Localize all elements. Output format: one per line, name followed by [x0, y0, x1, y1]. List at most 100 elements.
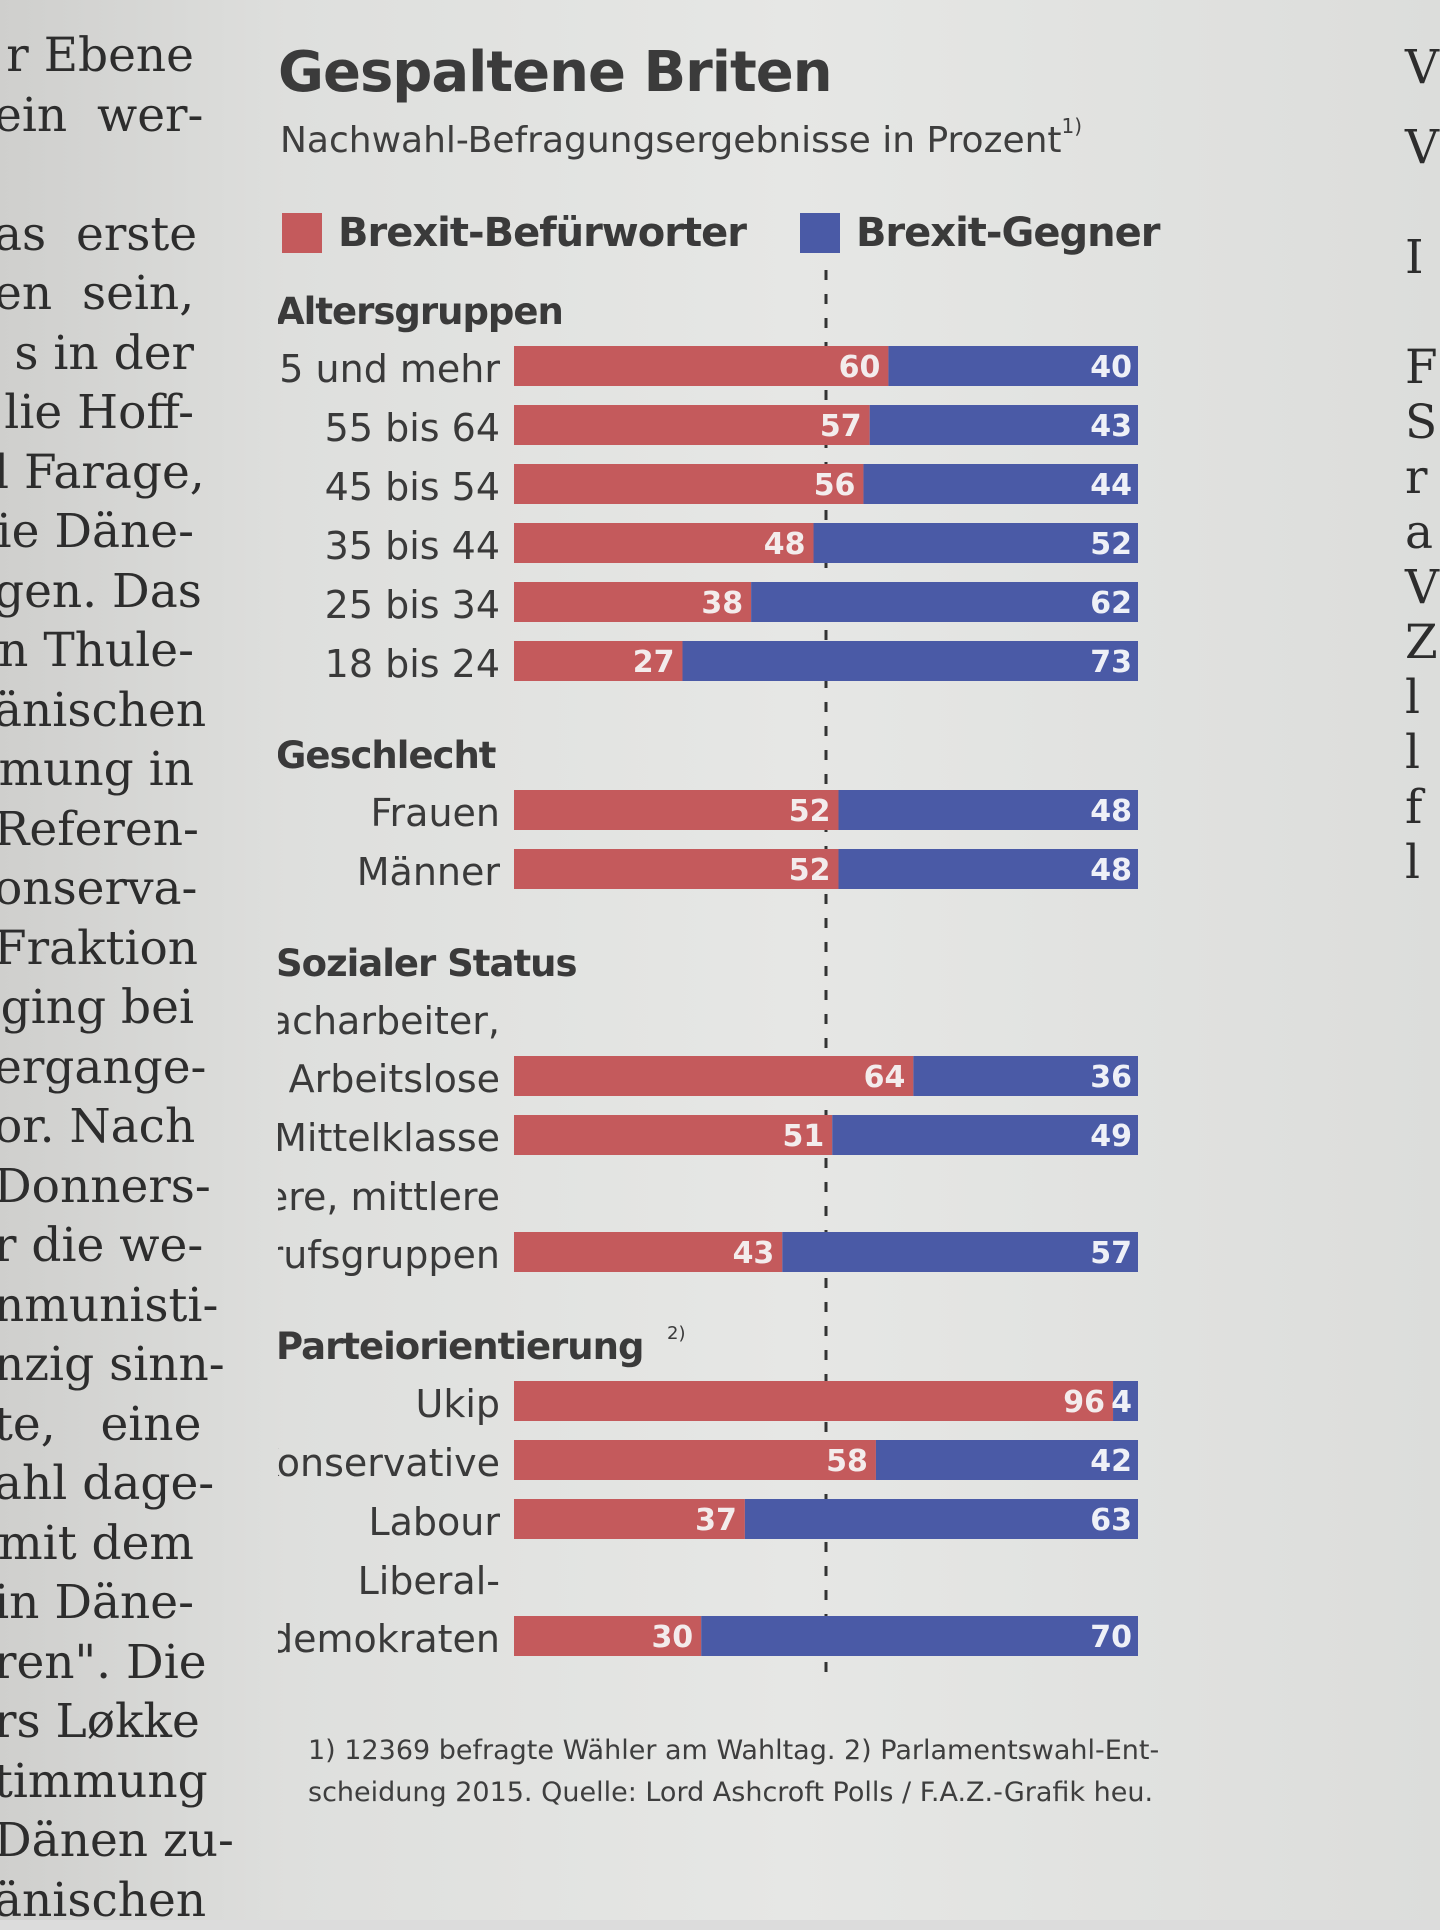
left-column-line: r Ebene: [0, 26, 194, 86]
value-label-gegner: 73: [1090, 645, 1132, 680]
row-label: Arbeiter, Facharbeiter,: [278, 999, 500, 1043]
right-column-line: S: [1405, 395, 1437, 450]
row-label: 45 bis 54: [325, 465, 500, 509]
value-label-gegner: 49: [1090, 1119, 1132, 1154]
left-column-line: te, eine: [0, 1395, 194, 1455]
left-column-line: ie Däne-: [0, 502, 194, 562]
value-label-gegner: 57: [1090, 1236, 1132, 1271]
left-column-line: s in der: [0, 324, 194, 384]
left-column-line: l Farage,: [0, 443, 194, 503]
left-column-line: Referen-: [0, 800, 194, 860]
group-header: Sozialer Status: [278, 942, 577, 985]
right-column-line: l: [1405, 725, 1420, 780]
value-label-gegner: 42: [1090, 1444, 1132, 1479]
value-label-gegner: 43: [1090, 409, 1132, 444]
left-column-line: en sein,: [0, 264, 194, 324]
value-label-gegner: 62: [1090, 586, 1132, 621]
row-label: 35 bis 44: [325, 524, 500, 568]
value-label-gegner: 70: [1090, 1620, 1132, 1655]
value-label-gegner: 4: [1111, 1385, 1132, 1420]
right-column-line: F: [1405, 340, 1438, 395]
left-column-line: as erste: [0, 205, 194, 265]
value-label-befuerworter: 27: [633, 645, 675, 680]
right-column-line: f: [1405, 780, 1422, 835]
bar-gegner: [782, 1232, 1138, 1272]
value-label-gegner: 63: [1090, 1503, 1132, 1538]
bar-befuerworter: [514, 346, 888, 386]
value-label-befuerworter: 43: [733, 1236, 775, 1271]
value-label-befuerworter: 48: [764, 527, 806, 562]
left-column-line: Dänen zu-: [0, 1811, 194, 1871]
chart-graphic: Gespaltene Briten Nachwahl-Befragungserg…: [278, 40, 1388, 1840]
value-label-befuerworter: 51: [782, 1119, 824, 1154]
row-label: Konservative: [278, 1441, 500, 1485]
left-column-line: nzig sinn-: [0, 1335, 194, 1395]
value-label-befuerworter: 57: [820, 409, 862, 444]
footnote-line-2: scheidung 2015. Quelle: Lord Ashcroft Po…: [308, 1772, 1378, 1814]
value-label-gegner: 44: [1090, 468, 1132, 503]
value-label-befuerworter: 64: [864, 1060, 906, 1095]
row-label: demokraten: [278, 1617, 500, 1661]
right-column-line: I: [1405, 230, 1424, 285]
left-column-line: ahl dage-: [0, 1454, 194, 1514]
left-column-line: nmunisti-: [0, 1276, 194, 1336]
value-label-befuerworter: 52: [789, 853, 831, 888]
right-column-line: r: [1405, 450, 1427, 505]
left-column-line: timmung: [0, 1752, 194, 1812]
row-label: Unt. Mittelklasse: [278, 1116, 500, 1160]
value-label-befuerworter: 30: [651, 1620, 693, 1655]
bar-befuerworter: [514, 405, 870, 445]
right-column-line: l: [1405, 835, 1420, 890]
value-label-befuerworter: 37: [695, 1503, 737, 1538]
group-header: Parteiorientierung: [278, 1325, 643, 1368]
row-label: Labour: [368, 1500, 500, 1544]
row-label: 65 und mehr: [278, 347, 500, 391]
left-column-line: Fraktion: [0, 919, 194, 979]
bar-gegner: [682, 641, 1138, 681]
bar-befuerworter: [514, 1440, 876, 1480]
left-column-line: Donners-: [0, 1157, 194, 1217]
right-column-line: V: [1405, 560, 1439, 615]
row-label: Berufsgruppen: [278, 1233, 500, 1277]
left-column-line: mit dem: [0, 1514, 194, 1574]
row-label: Ukip: [416, 1382, 501, 1426]
left-column-line: rs Løkke: [0, 1692, 194, 1752]
left-column-line: ein wer-: [0, 86, 194, 146]
bar-gegner: [701, 1616, 1138, 1656]
value-label-gegner: 52: [1090, 527, 1132, 562]
right-column-line: l: [1405, 670, 1420, 725]
value-label-befuerworter: 96: [1063, 1385, 1105, 1420]
left-column-line: änischen: [0, 681, 194, 741]
value-label-gegner: 48: [1090, 853, 1132, 888]
right-column-line: V: [1405, 40, 1439, 95]
left-column-line: ergange-: [0, 1038, 194, 1098]
left-column-line: ging bei: [0, 978, 194, 1038]
right-column-line: Z: [1405, 615, 1438, 670]
row-label: Frauen: [370, 791, 500, 835]
group-header: Geschlecht: [278, 734, 496, 777]
footnote-line-1: 1) 12369 befragte Wähler am Wahltag. 2) …: [308, 1730, 1378, 1772]
row-label: Arbeitslose: [289, 1057, 500, 1101]
chart-footnote: 1) 12369 befragte Wähler am Wahltag. 2) …: [308, 1730, 1378, 1814]
value-label-befuerworter: 60: [839, 350, 881, 385]
bar-befuerworter: [514, 1056, 913, 1096]
left-column-line: ren". Die: [0, 1633, 194, 1693]
row-label: Männer: [357, 850, 501, 894]
right-column-line: a: [1405, 505, 1433, 560]
left-column-line: onserva-: [0, 859, 194, 919]
row-label: 55 bis 64: [325, 406, 500, 450]
value-label-befuerworter: 58: [826, 1444, 868, 1479]
value-label-befuerworter: 38: [701, 586, 743, 621]
value-label-befuerworter: 56: [814, 468, 856, 503]
left-column-line: in Däne-: [0, 1573, 194, 1633]
bar-befuerworter: [514, 1381, 1113, 1421]
right-column-line: V: [1405, 120, 1439, 175]
row-label: Liberal-: [358, 1559, 500, 1603]
value-label-gegner: 40: [1090, 350, 1132, 385]
left-column-line: lie Hoff-: [0, 383, 194, 443]
value-label-gegner: 36: [1090, 1060, 1132, 1095]
bar-gegner: [751, 582, 1138, 622]
left-column-line: n Thule-: [0, 621, 194, 681]
